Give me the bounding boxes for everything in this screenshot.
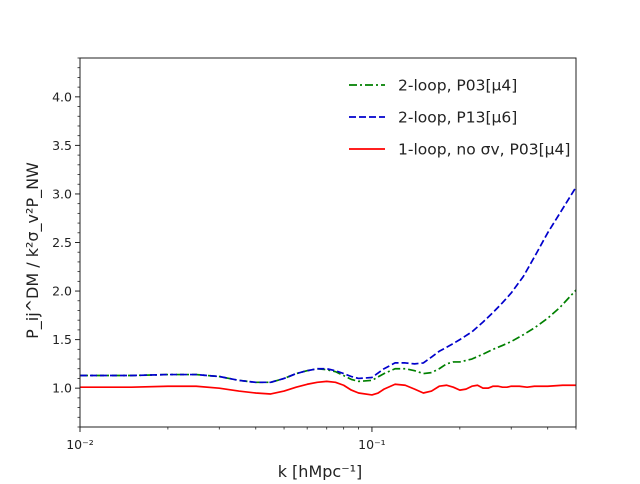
x-tick-label: 10⁻¹ (358, 437, 386, 452)
y-axis-label: P_ij^DM / k²σ_v²P_NW (23, 162, 43, 339)
y-tick-label: 3.5 (52, 138, 72, 153)
y-tick-label: 2.5 (52, 235, 72, 250)
x-tick-label: 10⁻² (66, 437, 94, 452)
legend-label-3: 1-loop, no σv, P03[μ4] (398, 141, 570, 159)
y-tick-label: 1.0 (52, 381, 72, 396)
y-tick-label: 4.0 (52, 89, 72, 104)
legend-label-1: 2-loop, P03[μ4] (398, 77, 517, 95)
y-tick-label: 2.0 (52, 284, 72, 299)
y-tick-label: 3.0 (52, 186, 72, 201)
series-line-1 (80, 289, 576, 384)
y-tick-label: 1.5 (52, 332, 72, 347)
series-line-2 (80, 186, 576, 384)
legend-label-2: 2-loop, P13[μ6] (398, 109, 517, 127)
series-line-3 (80, 380, 576, 396)
legend: 2-loop, P03[μ4] 2-loop, P13[μ6] 1-loop, no… (349, 77, 570, 159)
series-group (80, 186, 576, 396)
x-axis-label: k [hMpc⁻¹] (278, 462, 363, 480)
